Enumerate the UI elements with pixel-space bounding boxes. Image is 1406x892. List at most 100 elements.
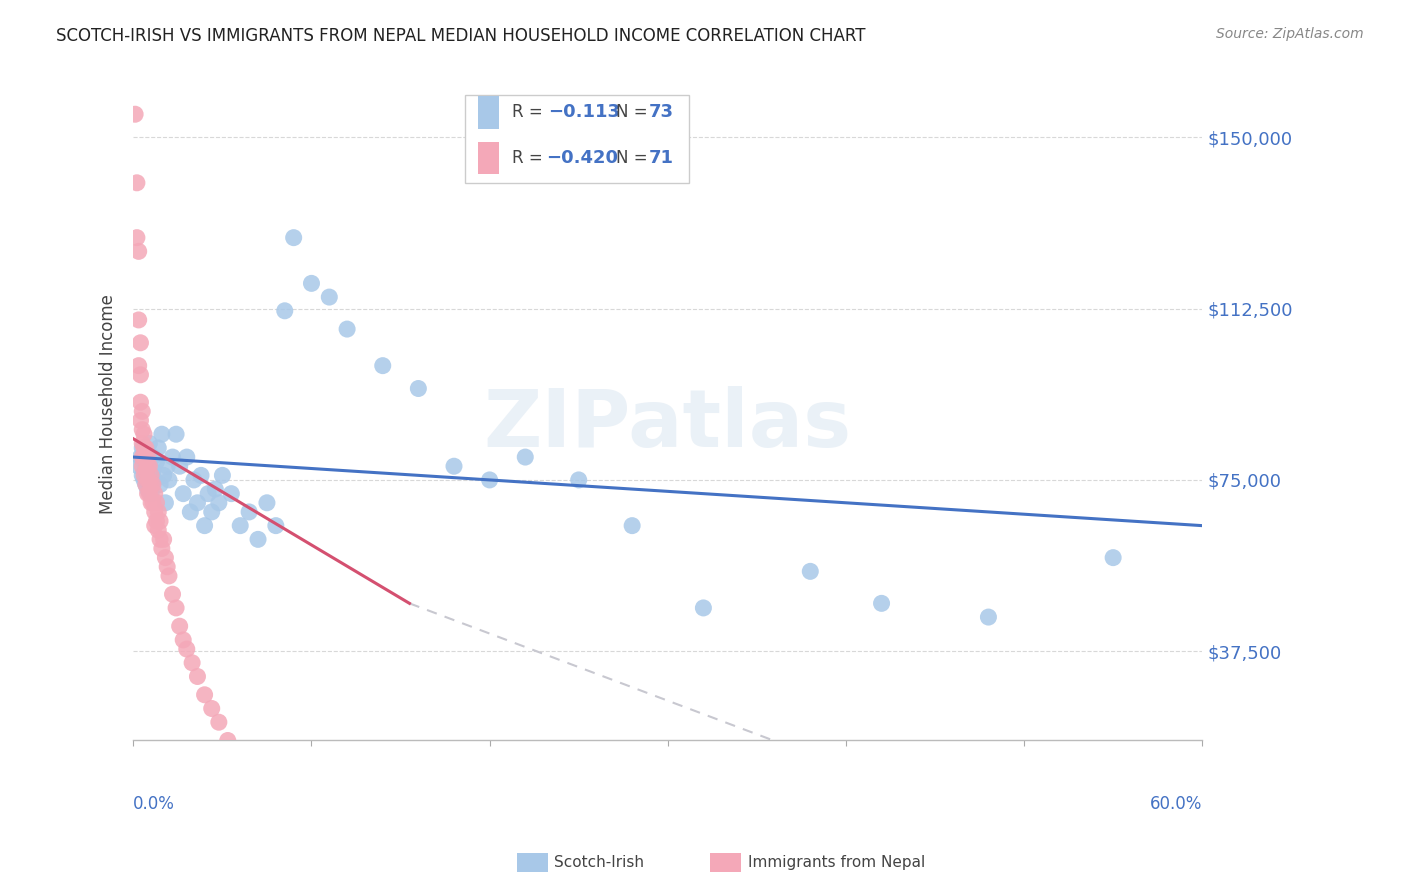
Point — [157, 473, 180, 487]
Point — [181, 656, 204, 670]
Point — [150, 541, 173, 556]
Point — [318, 797, 340, 812]
Point — [179, 505, 201, 519]
Point — [141, 477, 163, 491]
Text: 60.0%: 60.0% — [1150, 796, 1202, 814]
Point — [128, 459, 150, 474]
Text: 0.0%: 0.0% — [134, 796, 176, 814]
Point — [138, 473, 160, 487]
Point — [977, 610, 1000, 624]
Point — [162, 450, 184, 464]
Point — [148, 523, 170, 537]
Point — [129, 335, 152, 350]
Point — [515, 450, 537, 464]
Point — [264, 779, 287, 793]
Point — [132, 468, 155, 483]
Point — [135, 477, 157, 491]
Point — [132, 450, 155, 464]
Point — [149, 477, 172, 491]
Point — [461, 806, 484, 821]
Point — [142, 496, 165, 510]
Point — [194, 688, 217, 702]
Point — [138, 459, 160, 474]
Point — [136, 473, 159, 487]
Point — [157, 569, 180, 583]
Point — [197, 486, 219, 500]
Point — [136, 482, 159, 496]
Point — [247, 533, 270, 547]
Point — [125, 230, 148, 244]
Point — [138, 464, 160, 478]
Point — [201, 701, 224, 715]
Point — [238, 761, 260, 775]
Text: Source: ZipAtlas.com: Source: ZipAtlas.com — [1216, 27, 1364, 41]
Text: SCOTCH-IRISH VS IMMIGRANTS FROM NEPAL MEDIAN HOUSEHOLD INCOME CORRELATION CHART: SCOTCH-IRISH VS IMMIGRANTS FROM NEPAL ME… — [56, 27, 866, 45]
Point — [143, 505, 166, 519]
Point — [225, 747, 247, 762]
Point — [145, 455, 167, 469]
Point — [128, 244, 150, 259]
Point — [211, 468, 233, 483]
Point — [141, 496, 163, 510]
Point — [142, 450, 165, 464]
Point — [149, 533, 172, 547]
Point — [799, 565, 821, 579]
Point — [143, 486, 166, 500]
Point — [221, 486, 243, 500]
Text: N =: N = — [616, 103, 654, 121]
Point — [208, 715, 231, 730]
Point — [136, 486, 159, 500]
Point — [138, 486, 160, 500]
Point — [238, 505, 260, 519]
Point — [135, 445, 157, 459]
FancyBboxPatch shape — [478, 142, 499, 174]
Point — [176, 642, 198, 657]
Point — [131, 468, 153, 483]
Point — [135, 477, 157, 491]
Point — [145, 514, 167, 528]
Text: 73: 73 — [648, 103, 673, 121]
Point — [443, 459, 465, 474]
Point — [131, 404, 153, 418]
Text: −0.113: −0.113 — [548, 103, 620, 121]
Point — [149, 514, 172, 528]
Point — [125, 176, 148, 190]
Point — [156, 559, 179, 574]
Point — [135, 464, 157, 478]
Point — [138, 436, 160, 450]
Point — [128, 359, 150, 373]
Point — [152, 533, 174, 547]
Y-axis label: Median Household Income: Median Household Income — [100, 294, 117, 515]
Point — [148, 505, 170, 519]
Point — [186, 496, 208, 510]
FancyBboxPatch shape — [465, 95, 689, 183]
Point — [131, 450, 153, 464]
Point — [143, 473, 166, 487]
Point — [301, 277, 323, 291]
Point — [186, 669, 208, 683]
Point — [250, 770, 273, 784]
FancyBboxPatch shape — [478, 96, 499, 128]
Point — [870, 596, 893, 610]
Point — [124, 107, 146, 121]
Text: R =: R = — [512, 149, 548, 167]
Point — [1102, 550, 1125, 565]
Point — [145, 496, 167, 510]
Text: N =: N = — [616, 149, 654, 167]
Point — [190, 468, 212, 483]
Point — [131, 459, 153, 474]
Point — [155, 550, 177, 565]
Point — [165, 427, 187, 442]
Point — [621, 518, 644, 533]
Point — [128, 313, 150, 327]
Point — [183, 473, 205, 487]
Text: Scotch-Irish: Scotch-Irish — [554, 855, 644, 870]
Point — [132, 455, 155, 469]
Point — [169, 619, 191, 633]
Point — [132, 473, 155, 487]
Point — [136, 450, 159, 464]
Point — [141, 468, 163, 483]
Point — [274, 303, 297, 318]
Point — [194, 518, 217, 533]
Point — [389, 805, 412, 819]
